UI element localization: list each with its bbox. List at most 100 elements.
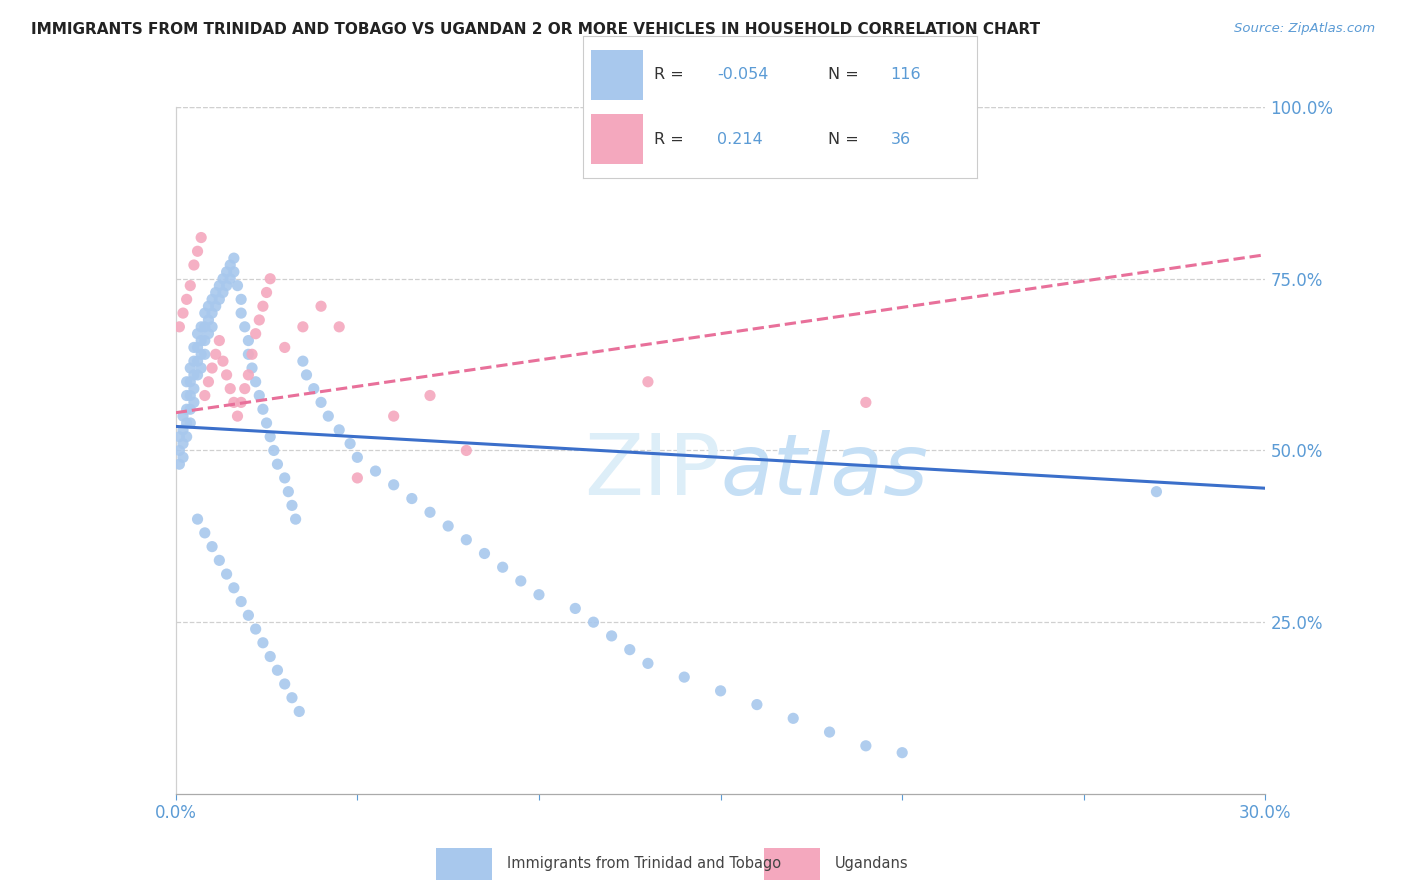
Point (233, 319, 256, 334)
Point (266, 663, 288, 677)
Point (233, 382, 256, 396)
Point (201, 293, 224, 307)
Point (891, 746, 914, 760)
Point (215, 278, 238, 293)
Point (419, 505, 441, 519)
Point (169, 457, 191, 471)
Point (527, 588, 550, 602)
Text: Immigrants from Trinidad and Tobago: Immigrants from Trinidad and Tobago (508, 855, 782, 871)
Point (201, 361, 224, 376)
Point (745, 698, 768, 712)
Point (204, 299, 226, 313)
Point (855, 739, 877, 753)
Point (637, 657, 659, 671)
Point (183, 382, 205, 396)
Point (208, 553, 231, 567)
Point (238, 334, 260, 348)
Point (247, 313, 270, 327)
Point (328, 423, 350, 437)
Point (318, 409, 340, 423)
Point (600, 629, 623, 643)
Point (212, 354, 235, 368)
Text: 116: 116 (890, 68, 921, 82)
Point (266, 457, 288, 471)
Point (382, 409, 405, 423)
Point (818, 725, 841, 739)
Point (190, 319, 212, 334)
Point (222, 251, 245, 265)
Point (183, 258, 205, 272)
Point (252, 299, 274, 313)
Point (172, 409, 194, 423)
Point (179, 402, 201, 417)
Point (245, 375, 267, 389)
Point (252, 402, 274, 417)
Point (295, 368, 318, 382)
Point (179, 416, 201, 430)
Point (197, 326, 219, 341)
Point (231, 594, 253, 608)
Point (183, 354, 205, 368)
Point (169, 430, 191, 444)
Point (176, 430, 198, 444)
Point (183, 340, 205, 354)
Point (231, 306, 253, 320)
Text: -0.054: -0.054 (717, 68, 769, 82)
Text: N =: N = (828, 132, 863, 146)
Point (509, 574, 531, 588)
Point (215, 265, 238, 279)
Point (212, 285, 235, 300)
Point (637, 375, 659, 389)
Point (194, 525, 217, 540)
Point (176, 416, 198, 430)
Point (364, 464, 387, 478)
Point (194, 388, 217, 402)
Point (176, 293, 198, 307)
Point (201, 319, 224, 334)
Point (190, 361, 212, 376)
Point (215, 567, 238, 582)
Point (201, 540, 224, 554)
Point (281, 499, 304, 513)
Point (456, 533, 478, 547)
Point (204, 285, 226, 300)
Point (281, 690, 304, 705)
Point (302, 382, 325, 396)
Point (245, 326, 267, 341)
Point (382, 478, 405, 492)
Point (208, 278, 231, 293)
Point (169, 443, 191, 458)
Point (291, 319, 314, 334)
Text: ZIP: ZIP (583, 430, 721, 513)
Point (309, 395, 332, 409)
Point (238, 608, 260, 623)
FancyBboxPatch shape (592, 50, 643, 100)
Point (186, 340, 209, 354)
Point (284, 512, 307, 526)
Point (186, 368, 209, 382)
Point (456, 443, 478, 458)
Point (238, 368, 260, 382)
Text: Source: ZipAtlas.com: Source: ZipAtlas.com (1234, 22, 1375, 36)
FancyBboxPatch shape (436, 848, 492, 880)
Point (194, 347, 217, 361)
Text: N =: N = (828, 68, 863, 82)
Point (186, 354, 209, 368)
Point (186, 244, 209, 259)
Point (172, 450, 194, 465)
Point (197, 375, 219, 389)
Point (247, 388, 270, 402)
Point (259, 649, 281, 664)
Point (274, 471, 297, 485)
Point (179, 278, 201, 293)
Point (252, 636, 274, 650)
Point (291, 354, 314, 368)
Point (190, 334, 212, 348)
Text: Ugandans: Ugandans (835, 855, 908, 871)
Point (215, 368, 238, 382)
Point (582, 615, 605, 630)
Point (419, 388, 441, 402)
Point (256, 416, 278, 430)
Point (245, 622, 267, 636)
Point (179, 361, 201, 376)
